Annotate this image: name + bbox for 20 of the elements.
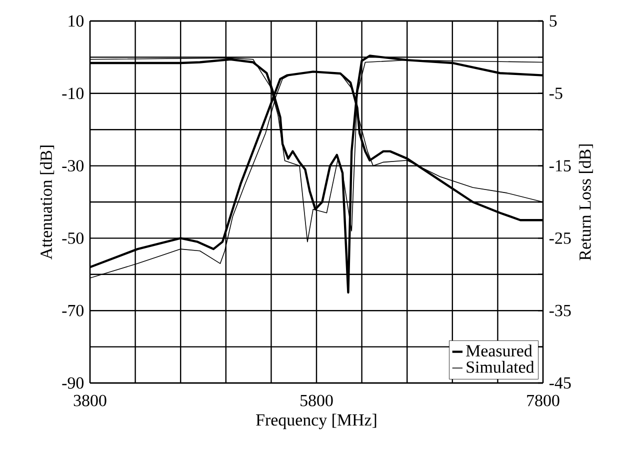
y-tick-label: -90 <box>62 377 84 389</box>
y2-axis-title: Return Loss [dB] <box>578 144 593 260</box>
x-tick-label: 7800 <box>527 394 560 406</box>
x-tick-label: 3800 <box>74 394 106 406</box>
x-axis-title: Frequency [MHz] <box>256 414 376 430</box>
x-tick-label: 5800 <box>300 394 333 406</box>
y-tick-label: -30 <box>62 160 84 172</box>
y-axis-title: Attenuation [dB] <box>40 146 54 260</box>
y2-tick-label: -5 <box>549 88 562 100</box>
y-tick-label: -70 <box>62 304 84 316</box>
y2-tick-label: 5 <box>550 15 557 27</box>
y-tick-label: -50 <box>62 232 84 244</box>
y2-tick-label: -15 <box>549 160 571 172</box>
legend-label: Measured <box>466 344 532 357</box>
y2-tick-label: -25 <box>549 232 571 244</box>
y2-tick-label: -45 <box>549 377 571 389</box>
y-tick-label: 10 <box>68 15 84 27</box>
y2-tick-label: -35 <box>549 304 571 316</box>
legend-label: Simulated <box>466 360 534 373</box>
y-tick-label: -10 <box>62 88 84 100</box>
